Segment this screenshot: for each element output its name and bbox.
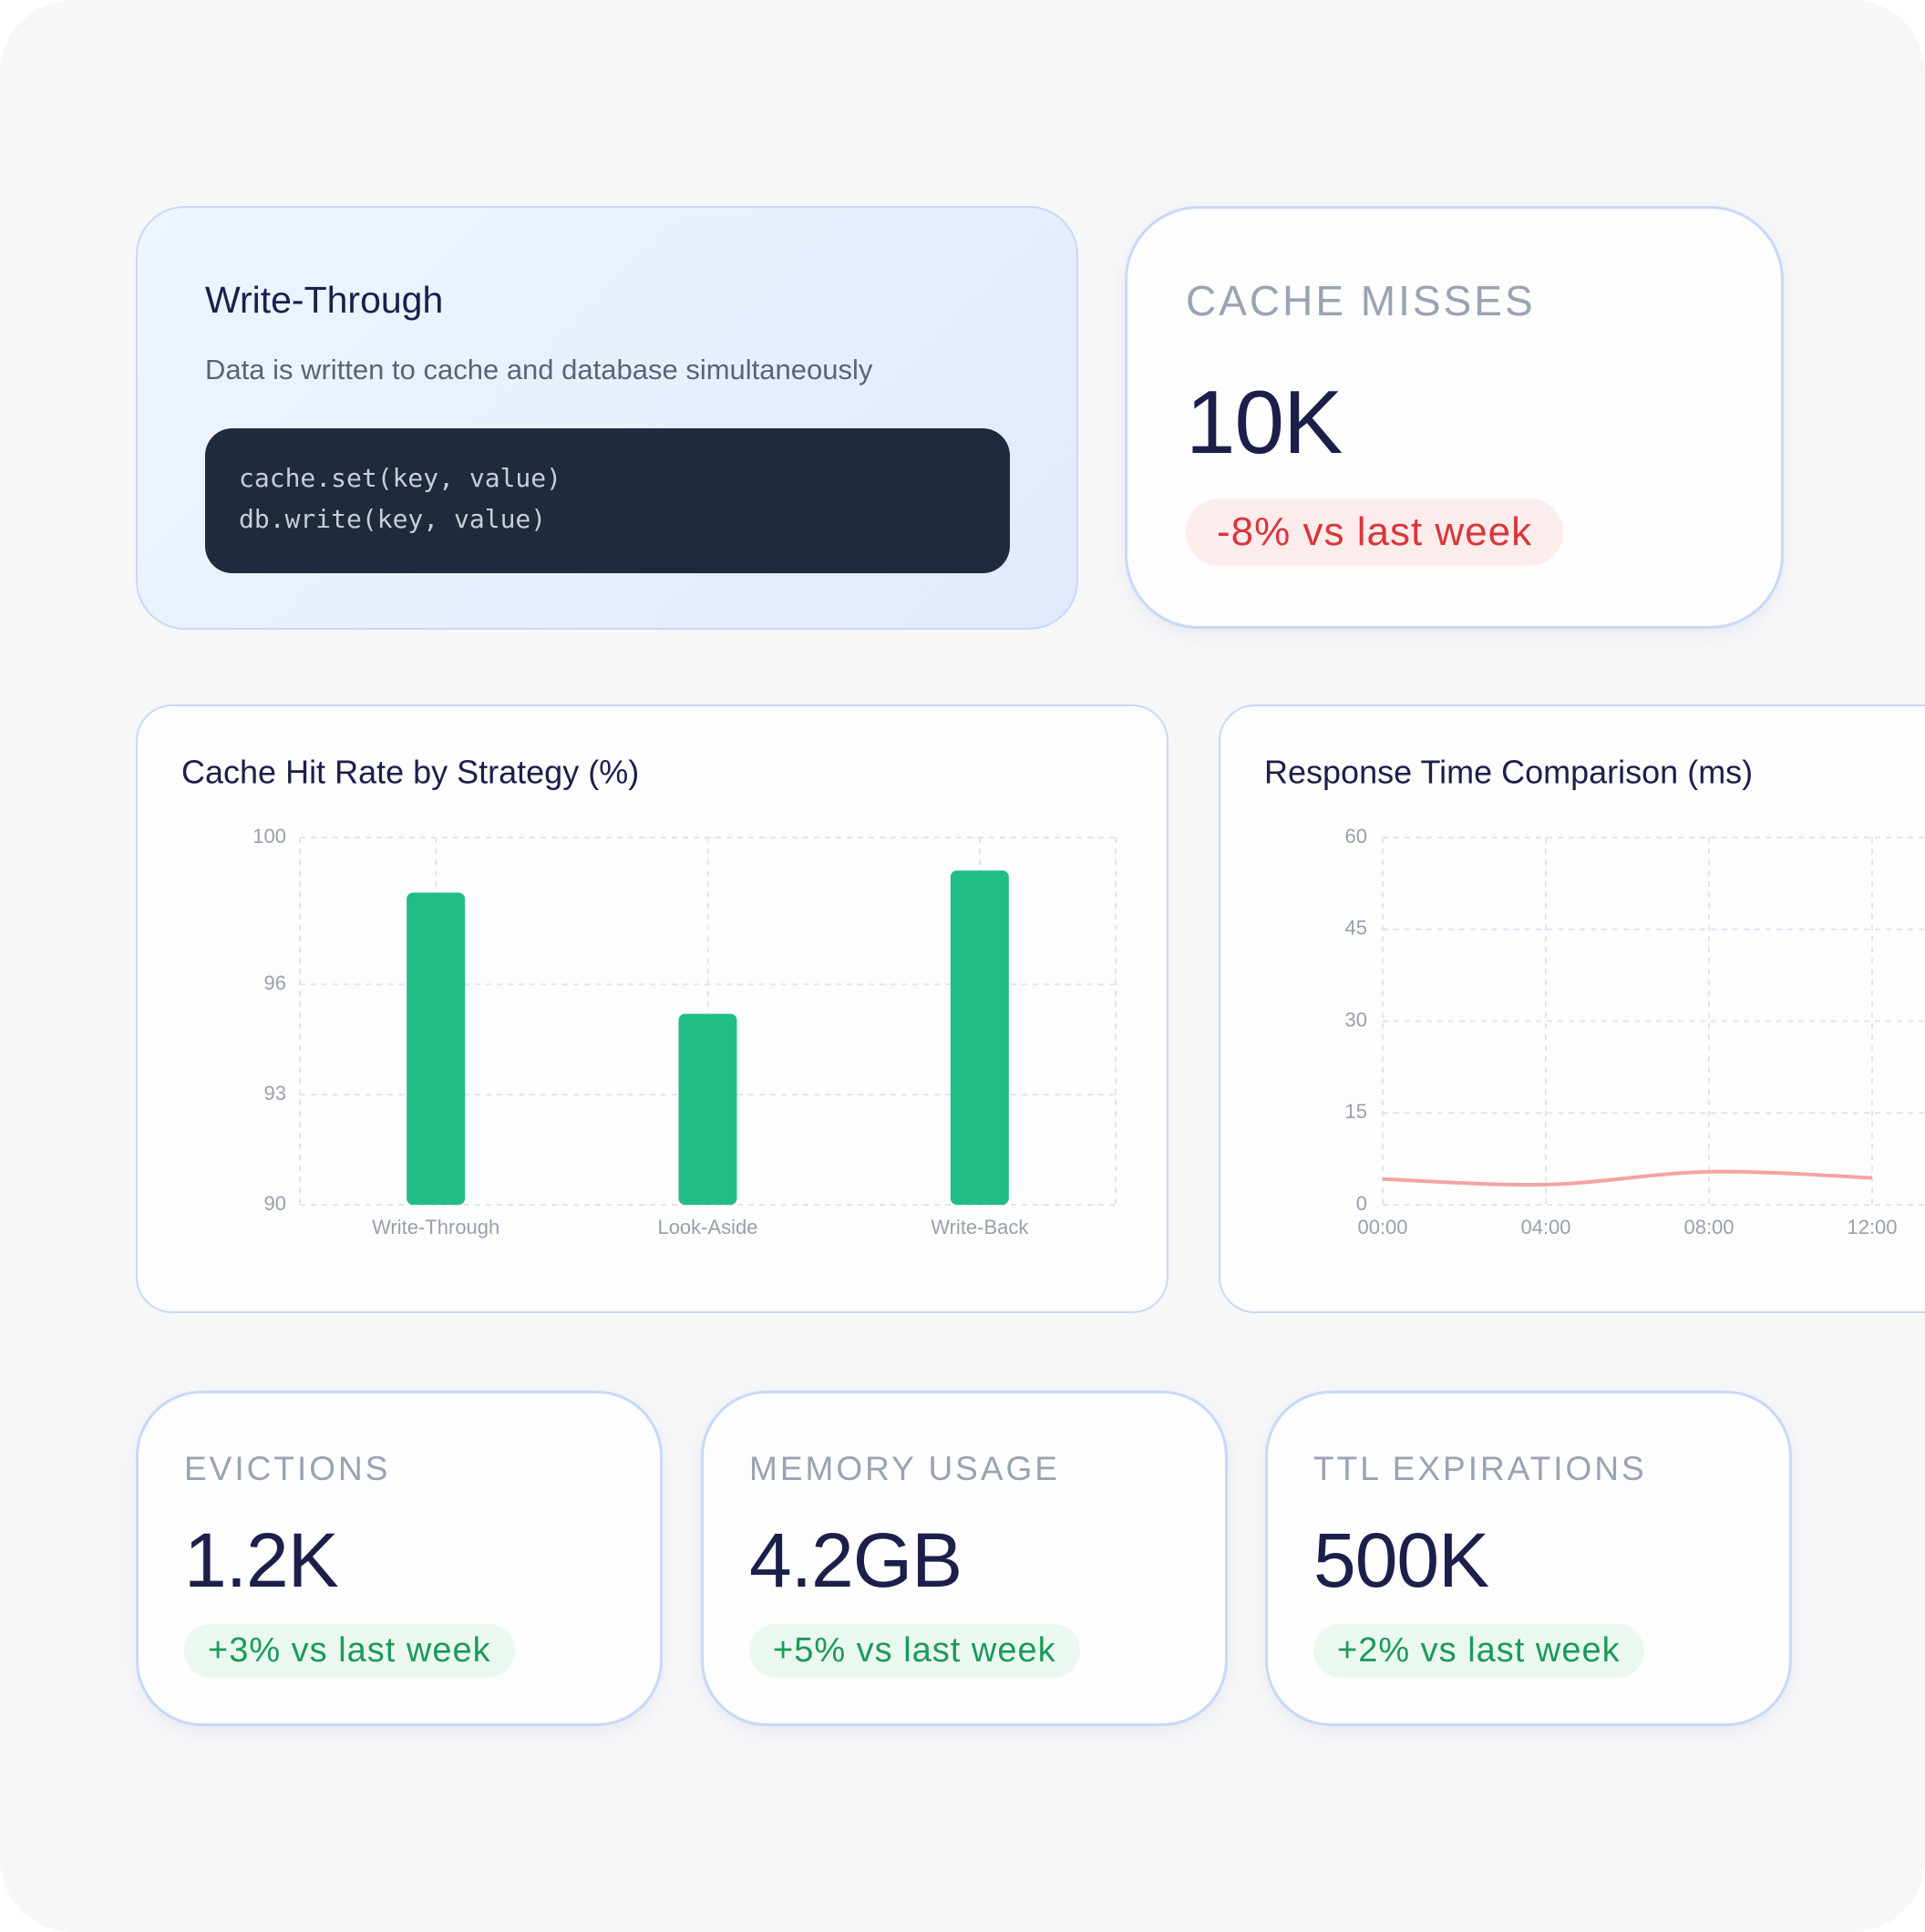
stat-value: 500K <box>1313 1517 1489 1603</box>
stat-value: 4.2GB <box>749 1517 962 1603</box>
y-tick-label: 93 <box>264 1082 286 1105</box>
stat-value: 1.2K <box>184 1517 339 1603</box>
stat-change: -8% vs last week <box>1186 498 1564 566</box>
stat-change: +3% vs last week <box>184 1624 515 1678</box>
code-line: db.write(key, value) <box>239 504 547 534</box>
x-tick-label: 04:00 <box>1520 1216 1570 1238</box>
stat-label: CACHE MISSES <box>1186 277 1536 324</box>
y-tick-label: 45 <box>1345 917 1367 940</box>
chart-card <box>1219 704 1925 1313</box>
chart-title: Response Time Comparison (ms) <box>1264 754 1753 791</box>
y-tick-label: 60 <box>1345 825 1367 848</box>
stat-value: 10K <box>1186 372 1343 472</box>
stat-card: CACHE MISSES 10K -8% vs last week <box>1125 206 1784 629</box>
y-tick-label: 15 <box>1345 1100 1367 1123</box>
chart-title: Cache Hit Rate by Strategy (%) <box>181 754 639 791</box>
bar <box>950 870 1009 1205</box>
bar <box>407 892 466 1205</box>
stat-change: +2% vs last week <box>1313 1624 1644 1678</box>
y-tick-label: 96 <box>264 971 286 994</box>
x-tick-label: Write-Through <box>372 1216 499 1238</box>
y-tick-label: 100 <box>252 825 286 848</box>
stat-card: MEMORY USAGE 4.2GB +5% vs last week <box>701 1391 1228 1726</box>
stat-card: TTL EXPIRATIONS 500K +2% vs last week <box>1265 1391 1792 1726</box>
x-tick-label: 00:00 <box>1357 1216 1407 1238</box>
card-title: Write-Through <box>205 279 444 321</box>
stat-card: EVICTIONS 1.2K +3% vs last week <box>136 1391 663 1726</box>
card-description: Data is written to cache and database si… <box>205 354 873 385</box>
x-tick-label: 12:00 <box>1847 1216 1897 1238</box>
code-block: cache.set(key, value) db.write(key, valu… <box>205 428 1010 573</box>
x-tick-label: Look-Aside <box>657 1216 757 1238</box>
code-card: Write-Through Data is written to cache a… <box>136 206 1078 630</box>
x-tick-label: Write-Back <box>931 1216 1029 1238</box>
code-line: cache.set(key, value) <box>239 463 562 493</box>
x-tick-label: 08:00 <box>1683 1216 1734 1238</box>
stat-change: +5% vs last week <box>749 1624 1080 1678</box>
stat-label: MEMORY USAGE <box>749 1450 1060 1487</box>
y-tick-label: 0 <box>1356 1192 1367 1215</box>
bar <box>678 1013 737 1205</box>
stat-label: TTL EXPIRATIONS <box>1313 1450 1647 1487</box>
y-tick-label: 30 <box>1345 1008 1367 1031</box>
y-tick-label: 90 <box>264 1192 286 1215</box>
stat-label: EVICTIONS <box>184 1450 391 1487</box>
line-series <box>1382 1169 1873 1187</box>
